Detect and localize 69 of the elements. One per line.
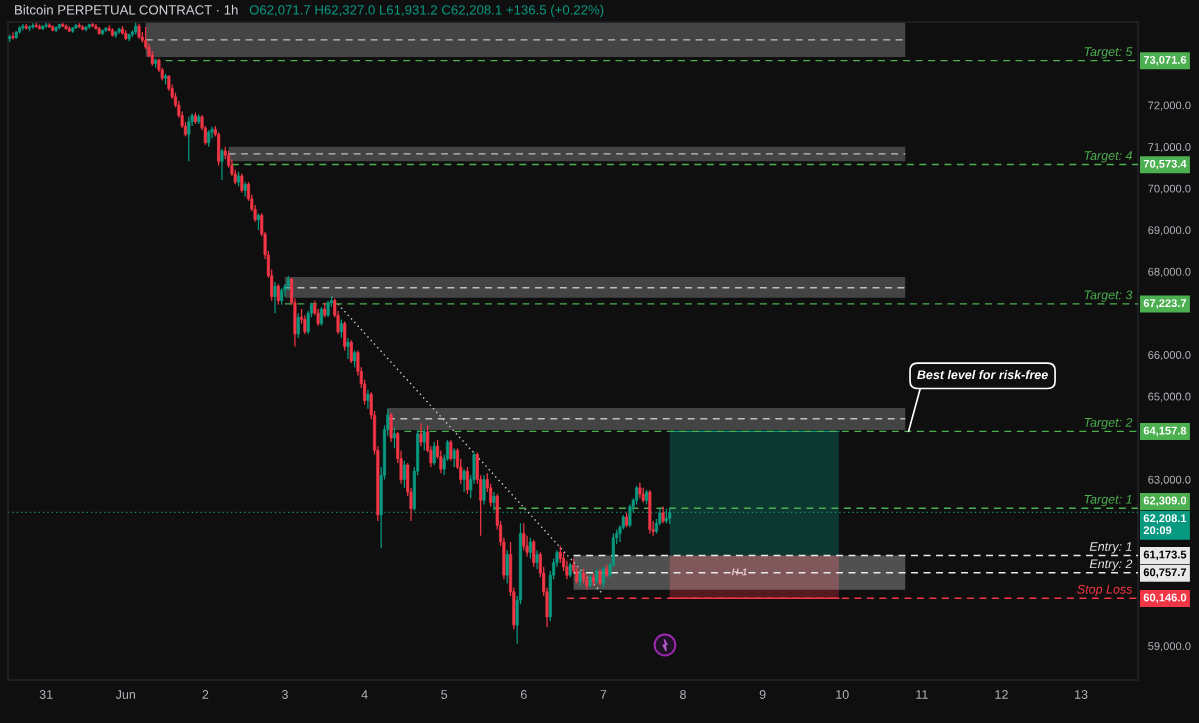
data-label: 64,157.8	[1143, 426, 1187, 437]
candlestick	[389, 412, 393, 443]
x-tick-label: 8	[680, 690, 686, 699]
candlestick	[532, 539, 536, 568]
x-tick-label: 6	[520, 690, 527, 699]
legend-label: Target: 1	[1084, 494, 1132, 507]
candlestick	[505, 549, 509, 585]
data-label: 73,071.6	[1143, 55, 1187, 66]
candlestick	[449, 439, 453, 462]
data-label: 67,223.7	[1143, 299, 1187, 309]
ref-line-label: 62,208.1	[1143, 514, 1187, 524]
y-tick-label: 68,000.0	[1148, 267, 1191, 278]
candlestick	[402, 460, 406, 489]
x-tick-label: 7	[600, 690, 607, 699]
legend-label: Entry: 2	[1089, 559, 1133, 571]
candlestick	[482, 474, 486, 506]
chart-title: Bitcoin PERPETUAL CONTRACT · 1h	[15, 4, 238, 15]
candlestick	[296, 312, 300, 339]
candlestick	[240, 173, 244, 194]
y-tick-label: 59,000.0	[1148, 642, 1191, 652]
legend-label: Entry: 1	[1089, 542, 1132, 554]
x-tick-label: 3	[281, 690, 288, 699]
y-tick-label: 70,000.0	[1148, 184, 1191, 194]
annotation: Best level for risk-free	[917, 369, 1048, 380]
candlestick	[343, 320, 347, 352]
data-label: 61,173.5	[1143, 550, 1187, 561]
data-label: 70,573.4	[1143, 159, 1187, 170]
candlestick	[339, 318, 343, 339]
candlestick	[422, 428, 426, 452]
candlestick	[276, 283, 280, 306]
annotation: H-1	[731, 568, 747, 576]
candlestick	[419, 422, 423, 447]
data-label: 60,146.0	[1143, 593, 1187, 603]
legend-label: Stop Loss	[1077, 584, 1133, 597]
candlestick	[452, 447, 456, 468]
candlestick	[535, 549, 539, 570]
candlestick	[465, 466, 469, 495]
candlestick	[432, 441, 436, 466]
y-tick-label: 66,000.0	[1148, 351, 1191, 361]
x-tick-label: 10	[836, 690, 849, 699]
x-tick-label: 12	[995, 690, 1008, 699]
candlestick	[346, 337, 350, 360]
candlestick	[528, 537, 532, 560]
y-tick-label: 71,000.0	[1148, 143, 1191, 153]
candlestick	[392, 426, 396, 449]
x-tick-label: 5	[441, 690, 448, 699]
data-label: 60,757.7	[1143, 568, 1187, 578]
y-tick-label: 63,000.0	[1148, 475, 1191, 485]
x-tick-label: 11	[916, 690, 928, 699]
x-tick-label: 13	[1075, 690, 1088, 699]
candlestick	[366, 389, 370, 410]
legend-label: Target: 5	[1084, 47, 1133, 59]
candlestick	[349, 339, 353, 364]
y-tick-label: 65,000.0	[1148, 392, 1191, 402]
legend-label: Target: 4	[1084, 151, 1132, 163]
candlestick	[462, 468, 466, 493]
x-tick-label: 2	[202, 690, 209, 699]
x-tick-label: 4	[361, 690, 368, 699]
candlestick	[187, 116, 191, 162]
text: 20:09	[1143, 526, 1172, 535]
x-tick-label: 9	[759, 690, 766, 699]
x-tick-label: Jun	[115, 690, 136, 699]
legend-label: Target: 3	[1084, 290, 1133, 302]
y-tick-label: 72,000.0	[1148, 101, 1191, 111]
y-tick-label: 69,000.0	[1148, 226, 1191, 236]
data-label: 62,309.0	[1143, 496, 1187, 507]
legend-label: Target: 2	[1084, 417, 1133, 430]
x-tick-label: 31	[39, 690, 53, 699]
chart-subtitle: O62,071.7 H62,327.0 L61,931.2 C62,208.1 +136.5 (+0.22%)	[249, 4, 604, 18]
